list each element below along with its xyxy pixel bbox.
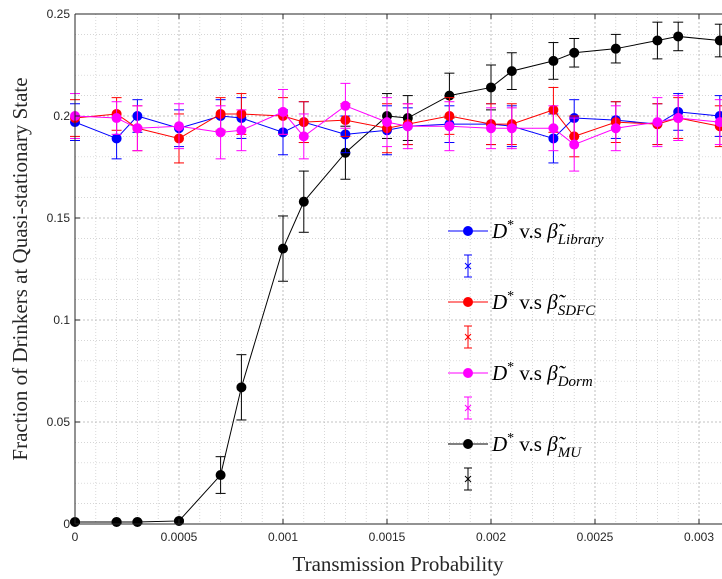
y-tick-label: 0.15 — [47, 211, 71, 225]
data-point — [486, 123, 496, 134]
series-library — [70, 93, 722, 164]
data-point — [652, 117, 663, 128]
y-tick-label: 0.05 — [47, 415, 71, 429]
legend-marker — [463, 368, 473, 378]
data-point — [111, 516, 122, 527]
data-point — [111, 113, 122, 124]
data-point — [215, 470, 226, 481]
data-point — [714, 117, 722, 128]
x-tick-label: 0.002 — [476, 530, 506, 544]
y-ticks: 0 0.05 0.1 0.15 0.2 0.25 — [47, 7, 80, 531]
data-point — [382, 117, 392, 128]
legend-label: D* v.s β̃MU — [491, 431, 582, 461]
series-dorm — [70, 82, 722, 172]
data-point — [548, 123, 559, 134]
x-tick-label: 0 — [72, 530, 79, 544]
series-line — [74, 109, 720, 139]
data-point — [278, 243, 288, 254]
data-point — [215, 127, 226, 138]
data-point — [652, 35, 663, 46]
legend-entry-sdfc: D* v.s β̃SDFC — [448, 289, 596, 319]
data-point — [111, 133, 122, 144]
data-point — [506, 123, 517, 134]
legend-entry-mu: D* v.s β̃MU — [448, 431, 582, 461]
x-tick-label: 0.0005 — [161, 530, 198, 544]
data-point — [486, 82, 496, 93]
legend-label: D* v.s β̃Dorm — [491, 360, 593, 390]
legend-errorbar-sample — [464, 254, 472, 278]
data-point — [673, 113, 684, 124]
legend-marker — [463, 297, 473, 307]
x-tick-label: 0.001 — [268, 530, 298, 544]
axes — [74, 13, 722, 525]
legend-label: D* v.s β̃SDFC — [491, 289, 596, 319]
data-point — [236, 125, 247, 136]
legend-marker — [463, 226, 473, 236]
series-line — [74, 105, 720, 146]
data-point — [298, 196, 309, 207]
legend-entry-dorm: D* v.s β̃Dorm — [448, 360, 593, 390]
y-tick-label: 0 — [63, 517, 70, 531]
data-point — [298, 131, 309, 142]
data-point — [340, 100, 351, 111]
series-layer — [70, 21, 722, 527]
legend: D* v.s β̃Library D* v.s β̃SDFC D* v.s β̃Do… — [448, 218, 604, 491]
series-mu — [70, 21, 722, 527]
legend-cross-marker — [464, 404, 472, 412]
data-point — [506, 66, 517, 77]
data-point — [402, 121, 413, 132]
legend-label: D* v.s β̃Library — [491, 218, 604, 248]
y-tick-label: 0.2 — [53, 109, 70, 123]
legend-errorbar-sample — [464, 325, 472, 349]
y-tick-label: 0.25 — [47, 7, 71, 21]
major-grid — [75, 14, 722, 524]
legend-cross-marker — [464, 333, 472, 341]
legend-cross-marker — [464, 475, 472, 483]
series-line — [75, 35, 720, 523]
data-point — [132, 516, 143, 527]
minor-grid — [75, 14, 722, 524]
x-tick-label: 0.0015 — [369, 530, 406, 544]
data-point — [236, 382, 247, 393]
data-point — [610, 123, 621, 134]
series-line — [74, 111, 720, 140]
legend-errorbar-sample — [464, 396, 472, 420]
x-tick-label: 0.0025 — [577, 530, 614, 544]
x-ticks: 0 0.0005 0.001 0.0015 0.002 0.0025 0.003 — [72, 14, 714, 544]
data-point — [673, 31, 684, 42]
legend-marker — [463, 439, 473, 449]
y-tick-label: 0.1 — [53, 313, 70, 327]
y-axis-label: Fraction of Drinkers at Quasi-stationary… — [8, 77, 32, 460]
data-point — [714, 35, 722, 46]
legend-cross-marker — [464, 262, 472, 270]
data-point — [278, 106, 288, 117]
x-tick-label: 0.003 — [684, 530, 714, 544]
data-point — [548, 55, 559, 66]
data-point — [569, 47, 580, 58]
data-point — [132, 123, 143, 134]
data-point — [444, 121, 455, 132]
legend-entry-library: D* v.s β̃Library — [448, 218, 604, 248]
data-point — [174, 121, 184, 132]
x-axis-label: Transmission Probability — [292, 552, 504, 576]
data-point — [569, 139, 580, 150]
legend-errorbar-sample — [464, 467, 472, 491]
data-point — [610, 43, 621, 54]
